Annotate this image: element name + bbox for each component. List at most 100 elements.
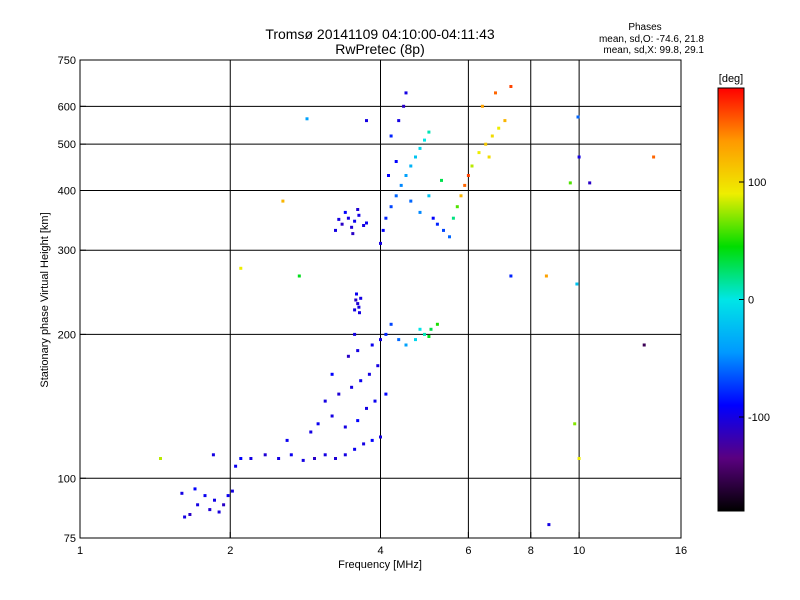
data-point	[477, 151, 481, 155]
data-point	[409, 164, 413, 168]
data-point	[354, 298, 358, 302]
data-point	[435, 322, 439, 326]
data-point	[285, 438, 289, 442]
data-point	[281, 199, 285, 203]
data-point	[379, 241, 382, 245]
data-point	[353, 308, 357, 312]
data-point	[346, 354, 350, 358]
data-point	[305, 117, 309, 121]
x-tick-label: 8	[528, 545, 534, 557]
data-point	[277, 457, 281, 460]
data-point	[576, 115, 580, 119]
data-point	[226, 494, 230, 498]
x-tick-label: 10	[573, 545, 585, 557]
data-point	[330, 372, 334, 376]
data-point	[211, 453, 215, 457]
data-point	[334, 457, 337, 460]
data-point	[466, 174, 470, 177]
data-point	[409, 199, 413, 203]
y-tick-label: 300	[58, 245, 76, 257]
data-point	[334, 228, 337, 232]
y-tick-label: 400	[58, 185, 76, 197]
data-point	[208, 508, 212, 512]
data-point	[196, 503, 200, 507]
data-point	[384, 332, 388, 336]
data-point	[362, 442, 366, 446]
data-point	[358, 311, 361, 315]
data-point	[357, 213, 361, 217]
data-point	[431, 216, 435, 220]
data-point	[323, 453, 327, 457]
data-point	[451, 216, 455, 220]
data-point	[379, 338, 382, 342]
data-point	[313, 457, 316, 460]
data-point	[340, 222, 344, 226]
data-point	[442, 228, 445, 232]
grid-layer	[80, 60, 681, 538]
data-point	[373, 399, 377, 403]
data-point	[353, 447, 357, 451]
data-point	[370, 343, 374, 347]
data-point	[547, 523, 551, 527]
data-points-layer	[159, 85, 656, 527]
x-tick-label: 6	[465, 545, 471, 557]
data-point	[568, 181, 572, 185]
data-point	[494, 91, 497, 95]
data-point	[435, 222, 439, 226]
data-point	[234, 464, 238, 468]
x-tick-label: 16	[675, 545, 687, 557]
data-point	[159, 457, 162, 460]
data-point	[180, 491, 184, 495]
data-point	[440, 178, 443, 182]
data-point	[480, 104, 484, 108]
data-point	[289, 453, 293, 457]
data-point	[343, 210, 347, 214]
data-point	[323, 399, 327, 403]
data-point	[487, 155, 491, 159]
data-point	[188, 513, 192, 516]
data-point	[350, 385, 354, 389]
data-point	[544, 274, 548, 278]
chart-title: Tromsø 20141109 04:10:00-04:11:43	[265, 26, 495, 42]
data-point	[470, 164, 474, 168]
data-point	[404, 91, 408, 95]
data-point	[423, 138, 426, 142]
data-point	[429, 327, 433, 331]
data-point	[509, 274, 513, 278]
data-point	[397, 338, 401, 342]
y-tick-label: 750	[58, 55, 76, 67]
data-point	[337, 217, 341, 221]
data-point	[297, 274, 301, 278]
phase-stats-x: mean, sd,X: 99.8, 29.1	[603, 45, 704, 56]
data-point	[418, 327, 422, 331]
colorbar-label: [deg]	[719, 73, 743, 85]
data-point	[263, 453, 267, 457]
data-point	[490, 134, 494, 138]
colorbar: [deg] 100 0 -100	[717, 73, 770, 512]
x-tick-label: 2	[227, 545, 233, 557]
data-point	[365, 406, 368, 410]
data-point	[217, 510, 221, 514]
data-point	[367, 372, 371, 376]
data-point	[353, 219, 357, 223]
data-point	[316, 422, 320, 426]
data-point	[376, 364, 380, 368]
data-point	[418, 146, 422, 150]
data-point	[448, 235, 451, 239]
data-point	[577, 457, 581, 460]
data-point	[356, 419, 360, 423]
phase-stats-heading: Phases	[628, 22, 662, 33]
data-point	[503, 119, 507, 123]
data-point	[343, 425, 347, 429]
data-point	[588, 181, 592, 185]
data-point	[350, 225, 354, 229]
data-point	[652, 155, 656, 159]
data-point	[414, 155, 417, 159]
data-point	[404, 343, 408, 347]
data-point	[397, 119, 401, 123]
data-point	[230, 489, 234, 493]
data-point	[356, 208, 360, 211]
data-point	[359, 379, 363, 383]
